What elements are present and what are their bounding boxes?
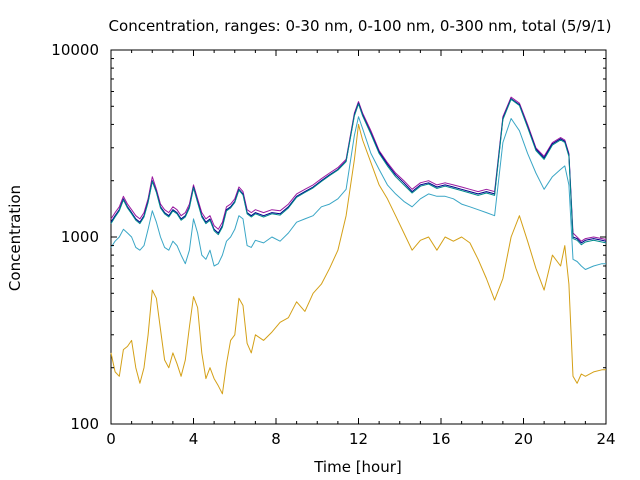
- series-line-3: [110, 96, 607, 242]
- series-line-2: [110, 116, 606, 270]
- y-tick-label: 100: [70, 415, 99, 433]
- y-tick-label: 10000: [51, 41, 99, 59]
- chart-title: Concentration, ranges: 0-30 nm, 0-100 nm…: [109, 17, 612, 35]
- series-line-5: [110, 98, 607, 246]
- x-axis-label: Time [hour]: [313, 458, 402, 476]
- x-tick-label: 0: [106, 430, 116, 448]
- x-tick-label: 8: [271, 430, 281, 448]
- x-tick-label: 24: [596, 430, 615, 448]
- plot-frame: [110, 49, 607, 425]
- x-tick-label: 12: [349, 430, 368, 448]
- series-layer: [110, 96, 607, 395]
- series-line-1: [110, 123, 606, 395]
- x-tick-label: 4: [189, 430, 199, 448]
- y-tick-label: 1000: [61, 228, 99, 246]
- series-line-4: [110, 98, 607, 244]
- x-tick-label: 16: [431, 430, 450, 448]
- y-axis-label: Concentration: [6, 185, 24, 291]
- ticks-layer: 0 4 8 12 16 20 24 100 1000 10000: [51, 41, 615, 448]
- x-tick-label: 20: [514, 430, 533, 448]
